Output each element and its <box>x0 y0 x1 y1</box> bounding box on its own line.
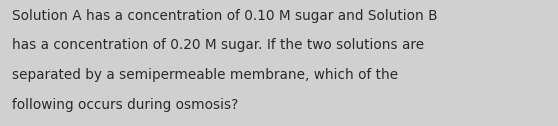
Text: has a concentration of 0.20 M sugar. If the two solutions are: has a concentration of 0.20 M sugar. If … <box>12 38 425 52</box>
Text: Solution A has a concentration of 0.10 M sugar and Solution B: Solution A has a concentration of 0.10 M… <box>12 9 438 23</box>
Text: separated by a semipermeable membrane, which of the: separated by a semipermeable membrane, w… <box>12 68 398 82</box>
Text: following occurs during osmosis?: following occurs during osmosis? <box>12 98 239 112</box>
